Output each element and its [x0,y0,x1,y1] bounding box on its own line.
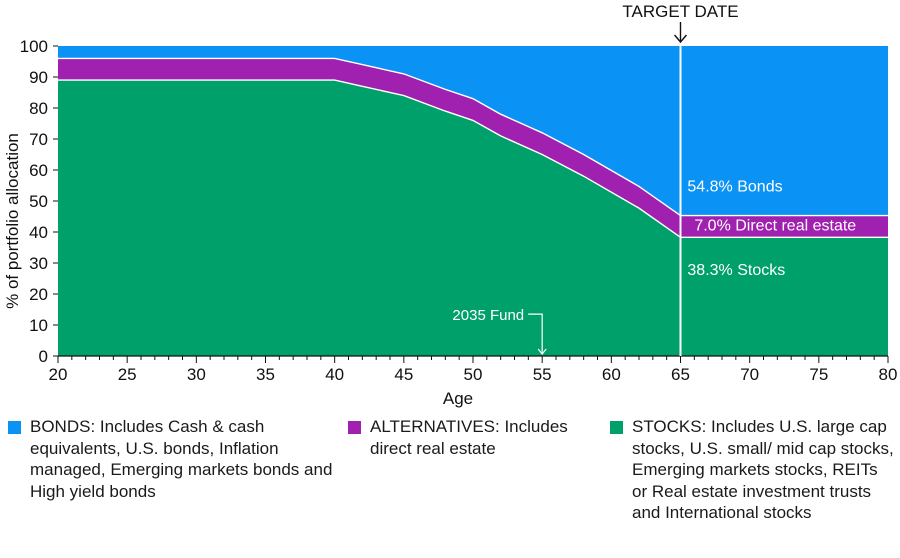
y-tick-label-20: 20 [29,285,48,304]
y-tick-label-70: 70 [29,130,48,149]
area-boundaries [58,57,888,238]
y-tick-label-60: 60 [29,161,48,180]
y-tick-label-50: 50 [29,192,48,211]
value-annotations: 54.8% Bonds 7.0% Direct real estate 38.3% … [687,179,856,280]
y-tick-label-10: 10 [29,316,48,335]
x-tick-label-60: 60 [602,365,621,384]
y-tick-label-80: 80 [29,99,48,118]
x-tick-label-20: 20 [49,365,68,384]
allocation-chart: 54.8% Bonds 7.0% Direct real estate 38.3% … [3,2,897,408]
x-axis-title: Age [443,389,473,408]
x-tick-label-65: 65 [671,365,690,384]
y-tick-label-30: 30 [29,254,48,273]
target-date-arrowhead [673,34,688,44]
legend-stocks-desc: Includes U.S. large cap stocks, U.S. sma… [632,417,894,522]
bonds-swatch [8,421,21,434]
x-tick-label-55: 55 [533,365,552,384]
annotation-2: 38.3% Stocks [687,262,785,279]
x-tick-label-25: 25 [118,365,137,384]
x-tick-label-35: 35 [256,365,275,384]
annotation-1: 7.0% Direct real estate [694,217,856,234]
legend-alternatives-desc: Includes direct real estate [370,417,568,458]
alternatives-boundary-line [58,57,888,217]
legend-stocks-name: STOCKS: [632,417,707,436]
legend-bonds: BONDS: Includes Cash & cash equivalents,… [8,416,338,502]
legend-alternatives: ALTERNATIVES: Includes direct real estat… [348,416,578,459]
annotation-0: 54.8% Bonds [687,179,782,196]
x-tick-label-70: 70 [740,365,759,384]
fund-marker-arrowhead [537,348,547,355]
alternatives-swatch [348,421,361,434]
x-tick-label-45: 45 [394,365,413,384]
x-tick-label-50: 50 [464,365,483,384]
stocks-boundary-line [58,79,888,238]
target-date-label: TARGET DATE [622,2,738,21]
x-tick-label-40: 40 [325,365,344,384]
y-tick-label-100: 100 [20,37,48,56]
x-tick-label-30: 30 [187,365,206,384]
y-tick-label-40: 40 [29,223,48,242]
y-tick-label-90: 90 [29,68,48,87]
x-tick-label-80: 80 [879,365,898,384]
legend-stocks: STOCKS: Includes U.S. large cap stocks, … [610,416,895,524]
y-tick-label-0: 0 [39,347,48,366]
legend-alternatives-name: ALTERNATIVES: [370,417,500,436]
legend-bonds-desc: Includes Cash & cash equivalents, U.S. b… [30,417,333,501]
axes: 0 10 20 30 40 50 60 70 80 90 100 20 25 30 35 40 45 50 55 60… [3,37,897,408]
fund-marker-line [528,313,543,354]
stocks-swatch [610,421,623,434]
y-axis-title: % of portfolio allocation [3,133,22,309]
markers: TARGET DATE 2035 Fund [452,2,739,356]
x-tick-label-75: 75 [809,365,828,384]
legend-bonds-name: BONDS: [30,417,96,436]
alternatives-area [58,58,888,238]
fund-marker-label: 2035 Fund [452,307,524,324]
